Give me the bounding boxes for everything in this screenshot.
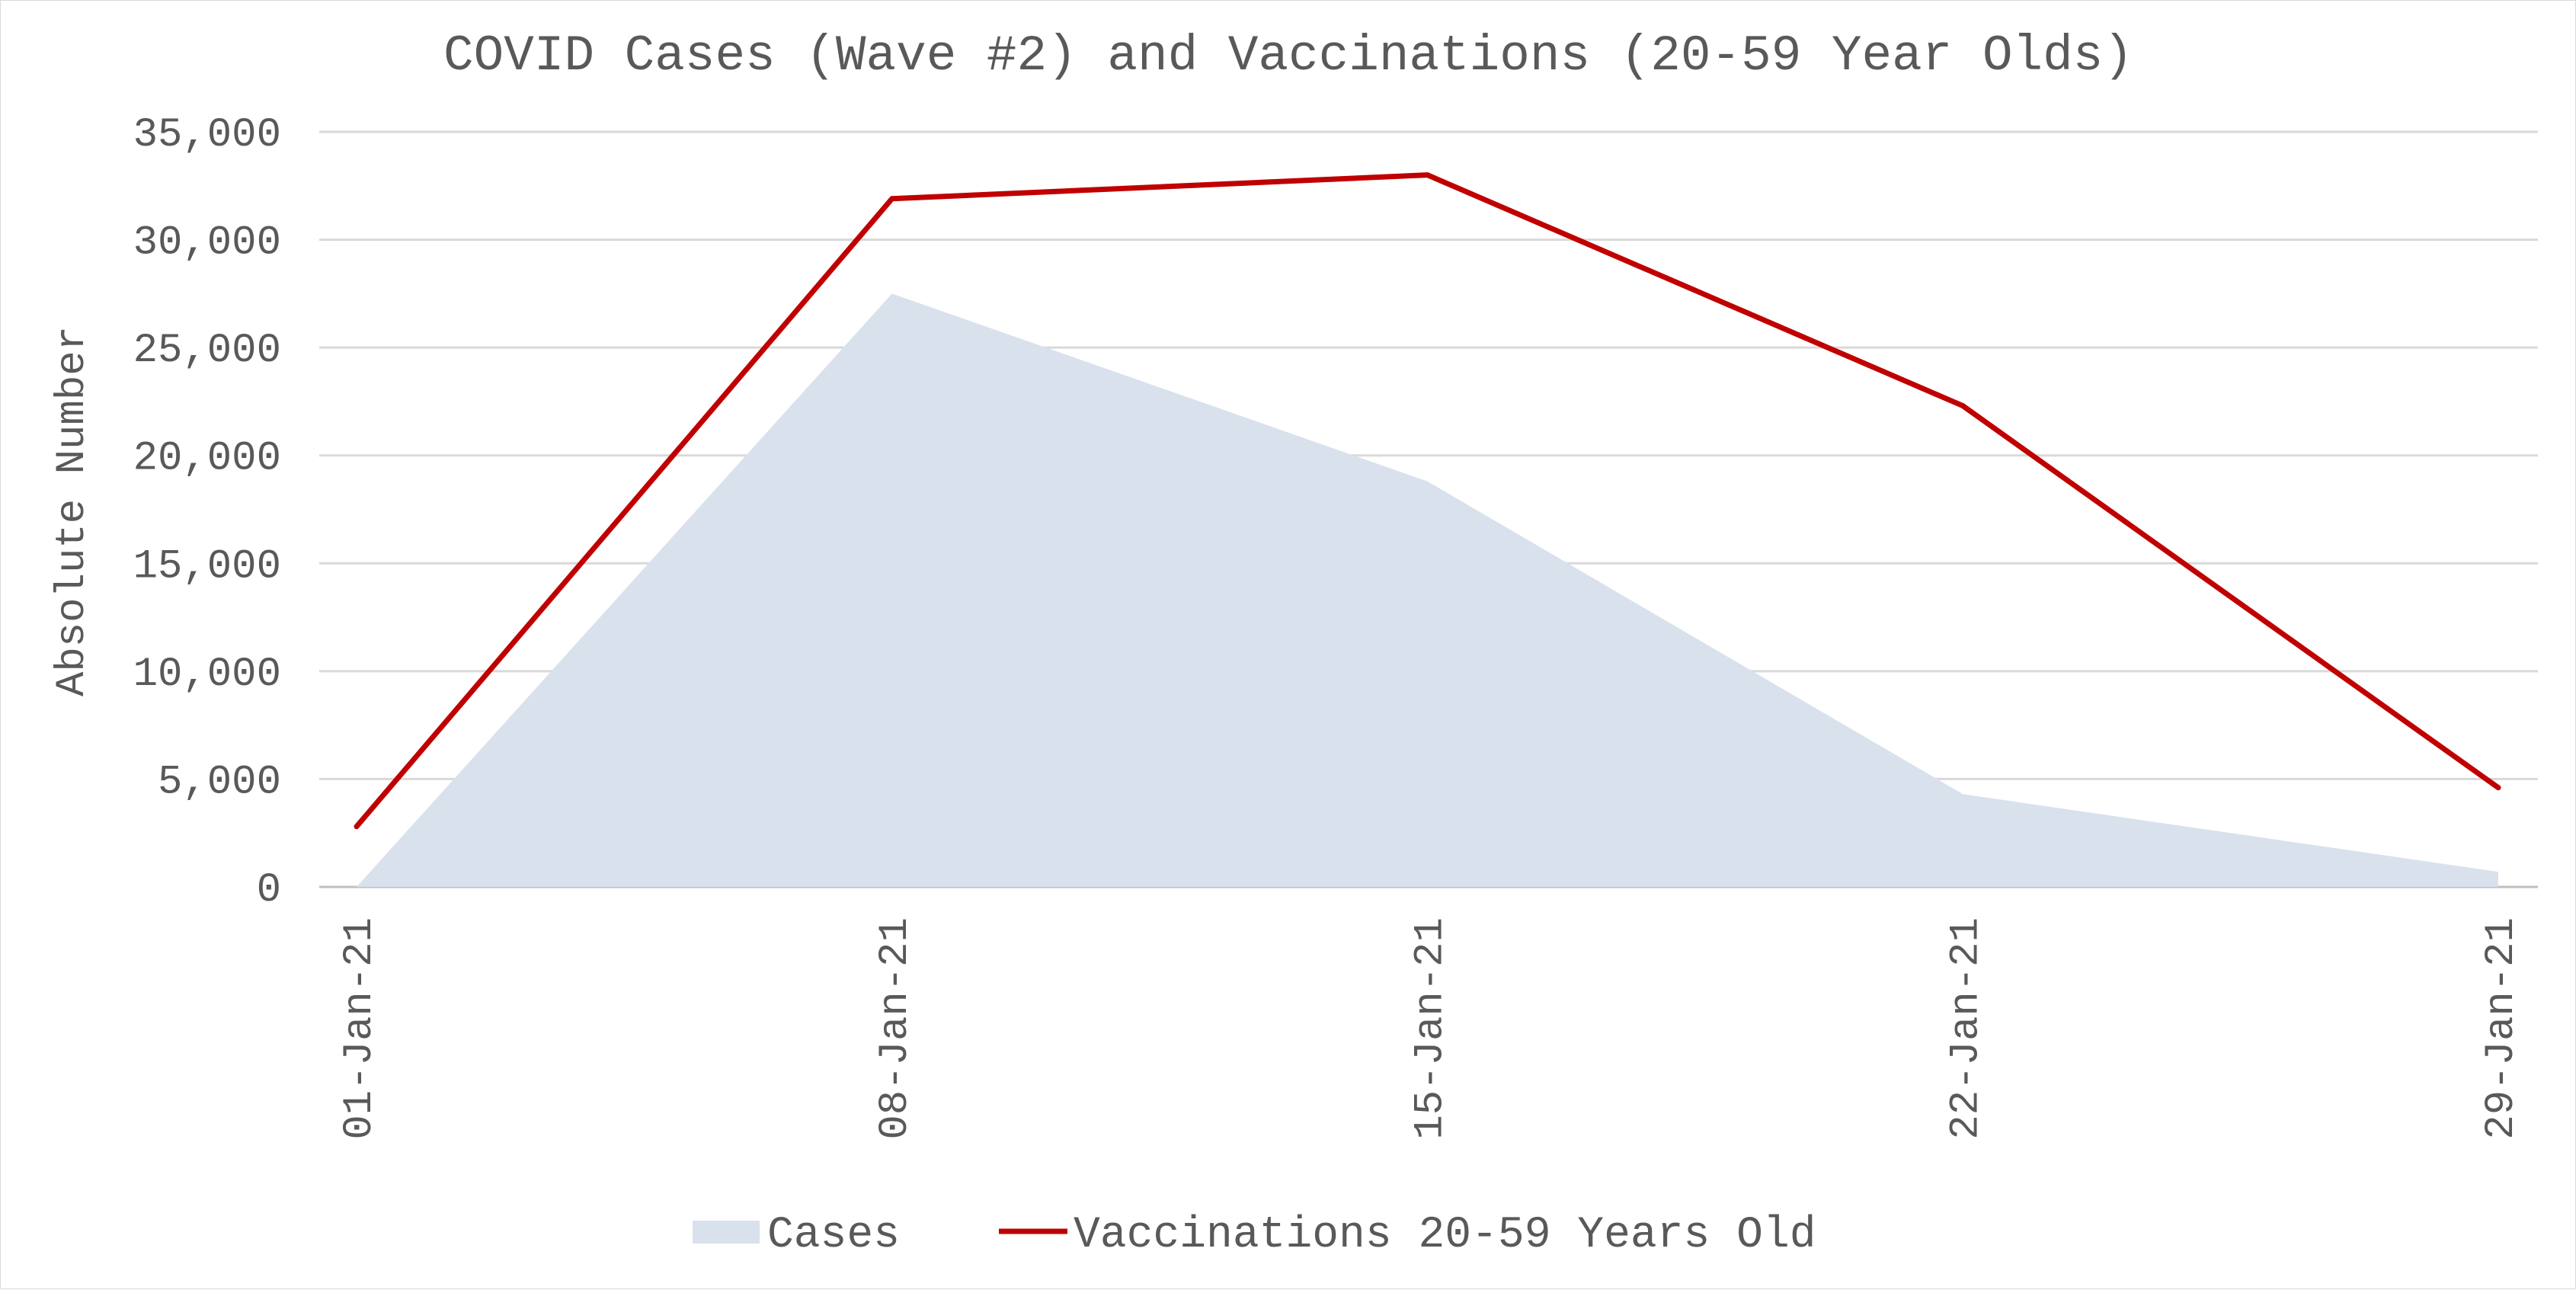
vaccinations-point-15-Jan-21 [1425, 172, 1430, 178]
y-tick-label: 30,000 [133, 220, 281, 267]
vaccinations-point-22-Jan-21 [1960, 403, 1966, 408]
legend-label-cases: Cases [767, 1211, 900, 1260]
y-tick-label: 5,000 [158, 759, 281, 805]
vaccinations-point-01-Jan-21 [354, 824, 360, 829]
cases-area-layer [357, 293, 2498, 887]
cases-area [357, 293, 2498, 887]
y-tick-label: 0 [257, 867, 281, 914]
legend-swatch-cases [693, 1221, 760, 1244]
y-tick-label: 15,000 [133, 543, 281, 590]
legend-label-vaccinations: Vaccinations 20-59 Years Old [1074, 1211, 1816, 1260]
x-tick-label: 08-Jan-21 [872, 917, 919, 1140]
legend: Cases Vaccinations 20-59 Years Old [693, 1211, 1816, 1260]
y-axis-label: Absolute Number [50, 326, 96, 696]
x-tick-label: 01-Jan-21 [337, 917, 383, 1140]
vaccinations-point-29-Jan-21 [2496, 785, 2501, 790]
y-tick-label: 10,000 [133, 651, 281, 698]
y-tick-label: 35,000 [133, 112, 281, 158]
vaccinations-point-08-Jan-21 [889, 196, 894, 201]
chart-title: COVID Cases (Wave #2) and Vaccinations (… [443, 27, 2133, 85]
y-tick-label: 20,000 [133, 436, 281, 482]
x-tick-label: 29-Jan-21 [2478, 917, 2525, 1140]
y-tick-label: 25,000 [133, 328, 281, 374]
x-tick-label: 22-Jan-21 [1943, 917, 1989, 1140]
x-tick-label: 15-Jan-21 [1408, 917, 1454, 1140]
